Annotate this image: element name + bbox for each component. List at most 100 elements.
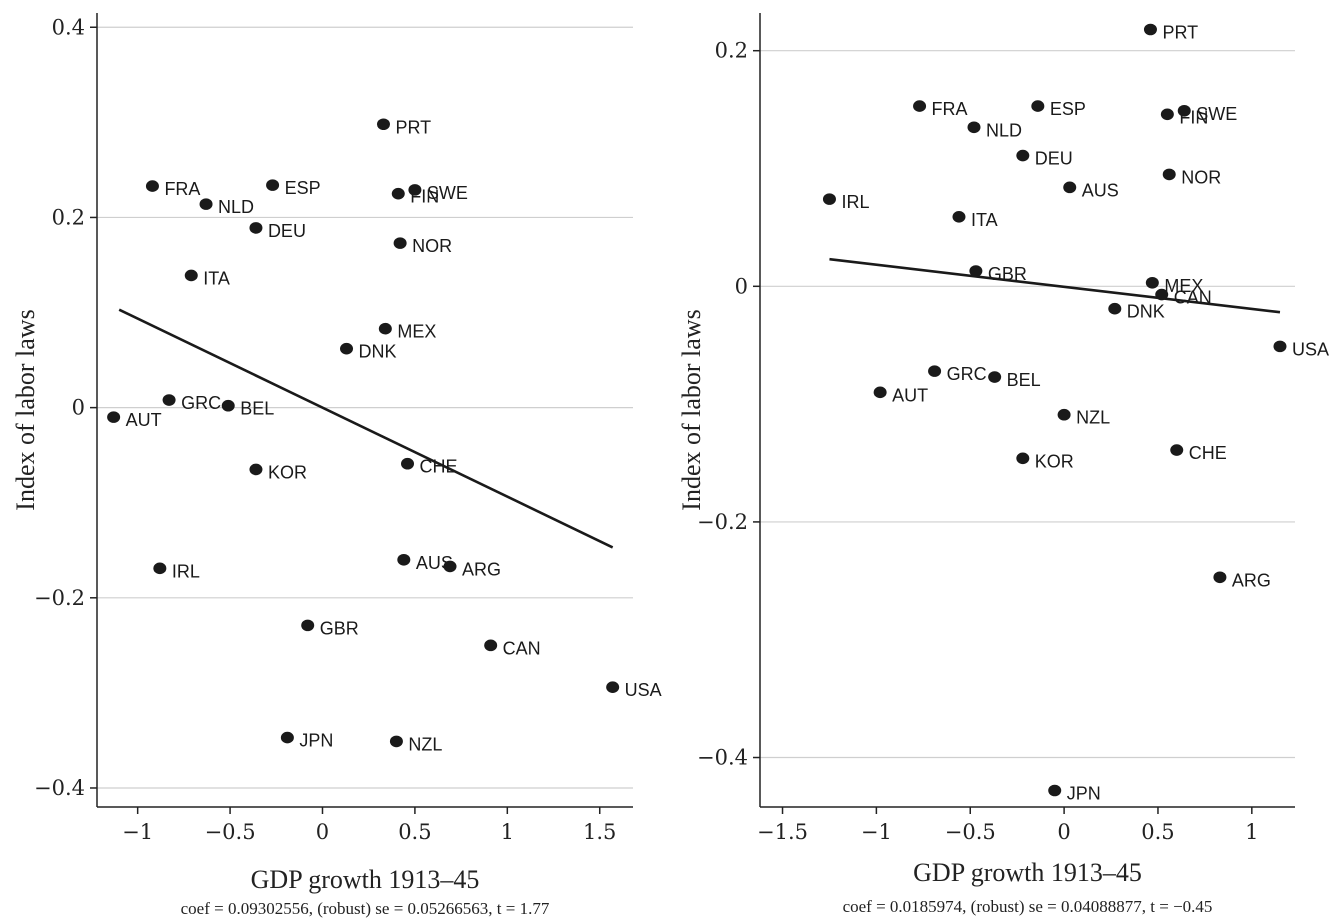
data-point-grc bbox=[162, 394, 176, 406]
point-label-aus: AUS bbox=[416, 553, 453, 573]
x-tick-label: 0.5 bbox=[398, 820, 431, 844]
y-tick-label: −0.4 bbox=[697, 746, 748, 770]
data-point-fin bbox=[1160, 108, 1174, 121]
x-tick-label: −0.5 bbox=[945, 820, 996, 844]
point-label-kor: KOR bbox=[1035, 451, 1074, 471]
point-label-gbr: GBR bbox=[988, 264, 1027, 284]
data-point-deu bbox=[1016, 149, 1030, 162]
x-tick-label: −1 bbox=[861, 820, 892, 844]
data-point-dnk bbox=[340, 342, 354, 355]
point-label-che: CHE bbox=[1189, 443, 1227, 463]
point-label-dnk: DNK bbox=[1127, 302, 1165, 322]
data-point-gbr bbox=[301, 619, 315, 632]
point-label-fin: FIN bbox=[410, 187, 439, 207]
point-label-can: CAN bbox=[503, 638, 541, 658]
data-point-aut bbox=[107, 411, 121, 423]
data-point-aus bbox=[397, 553, 411, 566]
x-axis-title: GDP growth 1913–45 bbox=[913, 858, 1142, 887]
data-point-fra bbox=[145, 180, 159, 192]
y-tick-label: −0.2 bbox=[697, 510, 748, 534]
point-label-nzl: NZL bbox=[1076, 408, 1110, 428]
y-axis-title: Index of labor laws bbox=[677, 309, 706, 510]
data-point-che bbox=[401, 457, 415, 470]
point-label-mex: MEX bbox=[1164, 276, 1203, 296]
chart-right: 0.2 0 −0.2 −0.4 −1.5 −1 −0.5 0 0.5 1 PRT FRA ESP SWEF… bbox=[677, 13, 1329, 916]
point-label-mex: MEX bbox=[397, 322, 436, 342]
point-label-bel: BEL bbox=[1007, 370, 1041, 390]
data-point-kor bbox=[1016, 452, 1030, 465]
point-label-ita: ITA bbox=[971, 210, 998, 230]
data-point-esp bbox=[1031, 100, 1045, 112]
point-label-jpn: JPN bbox=[1067, 784, 1101, 804]
point-label-aut: AUT bbox=[892, 385, 928, 405]
data-point-grc bbox=[928, 365, 942, 377]
data-point-nld bbox=[967, 121, 981, 134]
point-label-nor: NOR bbox=[412, 236, 452, 256]
x-axis-title: GDP growth 1913–45 bbox=[251, 865, 480, 894]
y-tick-label: 0 bbox=[735, 274, 748, 298]
data-point-mex bbox=[1145, 276, 1159, 289]
point-label-fra: FRA bbox=[164, 179, 200, 199]
data-point-prt bbox=[1143, 23, 1157, 36]
point-label-fin: FIN bbox=[1179, 107, 1208, 127]
data-point-nld bbox=[199, 198, 213, 210]
point-label-usa: USA bbox=[625, 680, 662, 700]
point-label-prt: PRT bbox=[1162, 22, 1198, 42]
data-point-bel bbox=[221, 399, 235, 412]
point-label-jpn: JPN bbox=[299, 731, 333, 751]
data-point-usa bbox=[606, 681, 620, 693]
point-label-irl: IRL bbox=[172, 561, 200, 581]
data-point-fin bbox=[391, 187, 405, 200]
point-label-can: CAN bbox=[1174, 288, 1212, 308]
point-label-esp: ESP bbox=[285, 178, 321, 198]
data-point-can bbox=[1155, 288, 1169, 301]
point-label-swe: SWE bbox=[1196, 104, 1237, 124]
data-point-gbr bbox=[969, 265, 983, 277]
point-label-grc: GRC bbox=[181, 393, 221, 413]
data-point-arg bbox=[443, 560, 457, 573]
fitted-line bbox=[829, 257, 1281, 314]
x-tick-label: 1.5 bbox=[583, 820, 616, 844]
data-point-prt bbox=[376, 118, 390, 131]
x-tick-label: 0.5 bbox=[1141, 820, 1174, 844]
data-point-esp bbox=[266, 179, 280, 191]
data-point-irl bbox=[822, 193, 836, 205]
chart-left: 0.4 0.2 0 −0.2 −0.4 −1 −0.5 0 0.5 1 1.5 PRT FRA ESP SW… bbox=[11, 13, 662, 918]
point-label-esp: ESP bbox=[1050, 99, 1086, 119]
point-label-grc: GRC bbox=[947, 364, 987, 384]
point-label-usa: USA bbox=[1292, 339, 1329, 359]
x-tick-label: −1 bbox=[122, 820, 153, 844]
point-label-arg: ARG bbox=[1232, 570, 1271, 590]
data-point-aut bbox=[873, 386, 887, 399]
y-tick-label: 0.2 bbox=[52, 205, 85, 229]
point-label-bel: BEL bbox=[240, 399, 274, 419]
point-label-dnk: DNK bbox=[359, 342, 397, 362]
y-axis-title: Index of labor laws bbox=[11, 309, 40, 510]
point-label-deu: DEU bbox=[1035, 149, 1073, 169]
data-point-usa bbox=[1273, 340, 1287, 353]
x-tick-label: −0.5 bbox=[205, 820, 256, 844]
point-label-nor: NOR bbox=[1181, 167, 1221, 187]
regression-note: coef = 0.09302556, (robust) se = 0.05266… bbox=[181, 899, 550, 918]
data-point-dnk bbox=[1108, 302, 1122, 315]
data-point-swe bbox=[408, 184, 422, 196]
point-label-irl: IRL bbox=[841, 192, 869, 212]
point-label-nld: NLD bbox=[986, 120, 1022, 140]
data-point-jpn bbox=[1048, 784, 1062, 797]
data-point-ita bbox=[184, 269, 198, 282]
point-label-fra: FRA bbox=[932, 99, 968, 119]
data-point-aus bbox=[1063, 181, 1077, 194]
y-tick-label: −0.4 bbox=[34, 776, 85, 800]
data-point-deu bbox=[249, 222, 263, 234]
data-point-jpn bbox=[280, 731, 294, 744]
data-point-bel bbox=[988, 371, 1002, 383]
point-label-prt: PRT bbox=[395, 117, 431, 137]
data-point-irl bbox=[153, 562, 167, 575]
data-point-can bbox=[484, 639, 498, 652]
x-tick-label: 0 bbox=[1057, 820, 1070, 844]
point-label-che: CHE bbox=[420, 457, 458, 477]
point-label-arg: ARG bbox=[462, 559, 501, 579]
data-point-swe bbox=[1177, 104, 1191, 117]
point-label-deu: DEU bbox=[268, 221, 306, 241]
